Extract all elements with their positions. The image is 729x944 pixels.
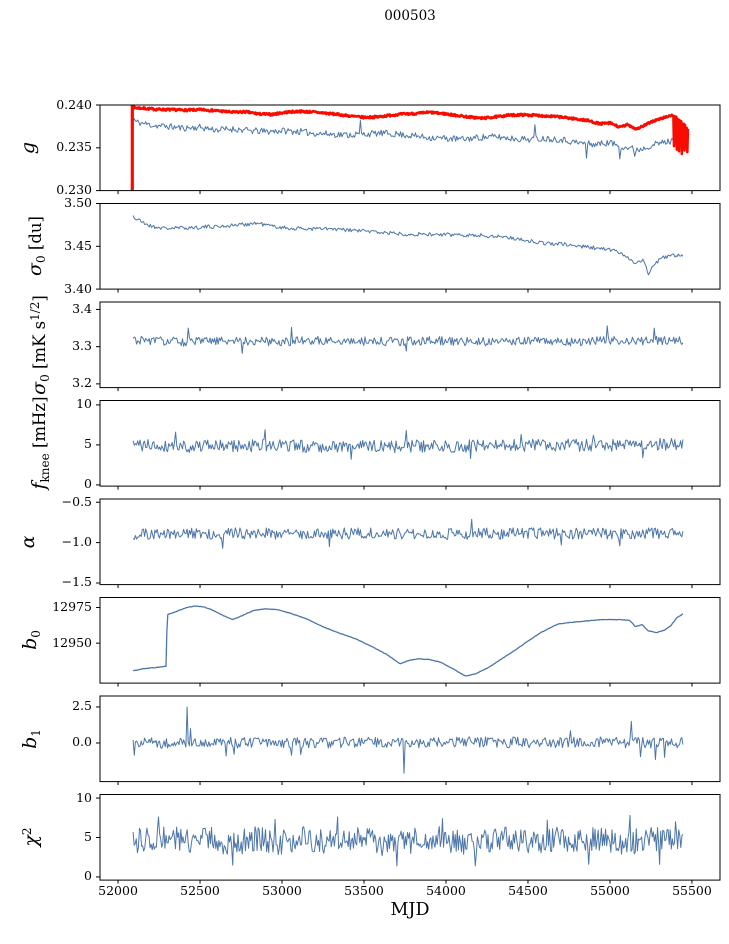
y-axis-label-part: 1 — [29, 728, 44, 737]
y-axis-label-part: χ — [20, 835, 42, 847]
y-tick-label: 3.50 — [64, 195, 92, 210]
x-tick-label: 55500 — [672, 883, 712, 898]
y-tick-label: 3.40 — [64, 280, 92, 296]
x-tick-label: 54000 — [426, 883, 466, 898]
panel-frame-alpha — [99, 498, 721, 586]
panel-frame-sigma0-du — [99, 203, 721, 290]
chart-title: 000503 — [384, 8, 436, 24]
panel-frame-fknee — [99, 400, 721, 487]
panel-frame-sigma0-mK — [99, 301, 721, 389]
panel-sigma0-mK — [132, 325, 684, 354]
y-tick-label: 12975 — [52, 598, 92, 614]
y-axis-label-sigma0-du: σ0 [du] — [24, 216, 48, 276]
y-axis-label-part: b — [18, 736, 41, 749]
y-axis-label-alpha: α — [17, 535, 39, 548]
y-axis-label-part: g — [17, 141, 39, 154]
y-axis-label-part: 0 — [38, 374, 53, 382]
panel-fknee — [132, 429, 684, 460]
y-tick-label: −0.5 — [61, 493, 92, 509]
panel-chi2 — [132, 814, 684, 867]
y-tick-label: 3.3 — [72, 338, 92, 354]
series-alpha — [132, 518, 684, 549]
y-axis-label-part: [du] — [25, 216, 45, 256]
panel-frame-b1 — [99, 695, 721, 783]
y-axis-label-part: σ — [27, 381, 50, 395]
y-axis-label-b1: b1 — [19, 729, 43, 749]
y-tick-label: 3.4 — [72, 300, 92, 316]
y-axis-label-part: ] — [29, 294, 49, 302]
y-tick-label: 3.45 — [64, 237, 92, 253]
y-tick-label: 3.2 — [72, 375, 92, 391]
series-b0 — [132, 605, 684, 677]
panel-frame-b0 — [99, 597, 721, 684]
x-tick-label: 52500 — [180, 883, 220, 898]
series-sigma0-mK — [132, 325, 684, 354]
y-tick-label: 0 — [84, 868, 92, 884]
y-axis-label-g: g — [17, 142, 39, 154]
series-g-daily — [132, 105, 690, 156]
x-tick-label: 54500 — [508, 883, 548, 898]
series-fknee — [132, 429, 684, 460]
series-g-weekly — [132, 118, 684, 160]
y-tick-label: −1.5 — [61, 574, 92, 590]
y-axis-label-fknee: fknee [mHz] — [28, 397, 52, 490]
x-tick-label: 53500 — [344, 883, 384, 898]
y-axis-label-part: 2 — [20, 827, 34, 836]
y-tick-label: 0 — [84, 476, 92, 492]
y-tick-label: 10 — [76, 396, 92, 412]
panel-alpha — [132, 518, 684, 549]
y-tick-label: 0.230 — [56, 182, 92, 198]
y-axis-label-part: σ — [23, 263, 46, 277]
y-axis-label-part: 0 — [29, 630, 44, 639]
series-chi2 — [132, 814, 684, 867]
y-axis-label-part: [mK s — [29, 320, 49, 375]
y-tick-label: 12950 — [52, 634, 92, 650]
y-axis-label-part: b — [18, 638, 41, 651]
y-axis-label-part: 1/2 — [27, 301, 42, 321]
y-tick-label: 2.5 — [72, 698, 92, 714]
y-tick-label: 0.235 — [56, 139, 92, 155]
panel-b1 — [132, 706, 684, 774]
y-axis-label-part: [mHz] — [29, 396, 49, 454]
y-tick-label: 10 — [76, 789, 92, 805]
series-b1 — [132, 706, 684, 774]
panel-b0 — [132, 605, 684, 677]
y-axis-label-part: f — [27, 482, 50, 490]
y-tick-label: 5 — [84, 436, 92, 452]
y-tick-label: 0.0 — [72, 734, 92, 750]
y-axis-label-part: α — [17, 535, 39, 549]
y-axis-label-part: knee — [38, 453, 53, 483]
y-tick-label: 0.240 — [56, 96, 92, 112]
y-axis-label-chi2: χ2 — [20, 828, 42, 847]
panel-sigma0-du — [132, 215, 684, 276]
y-tick-label: −1.0 — [61, 534, 92, 550]
x-tick-label: 53000 — [262, 883, 302, 898]
y-axis-label-b0: b0 — [19, 630, 43, 650]
y-axis-label-part: 0 — [34, 255, 49, 264]
x-axis-label: MJD — [390, 900, 430, 920]
x-tick-label: 52000 — [98, 883, 138, 898]
y-tick-label: 5 — [84, 828, 92, 844]
panel-g — [130, 105, 690, 191]
x-tick-label: 55000 — [590, 883, 630, 898]
y-axis-label-sigma0-mK: σ0 [mK s1/2] — [28, 295, 52, 395]
series-sigma0-du — [132, 215, 684, 276]
